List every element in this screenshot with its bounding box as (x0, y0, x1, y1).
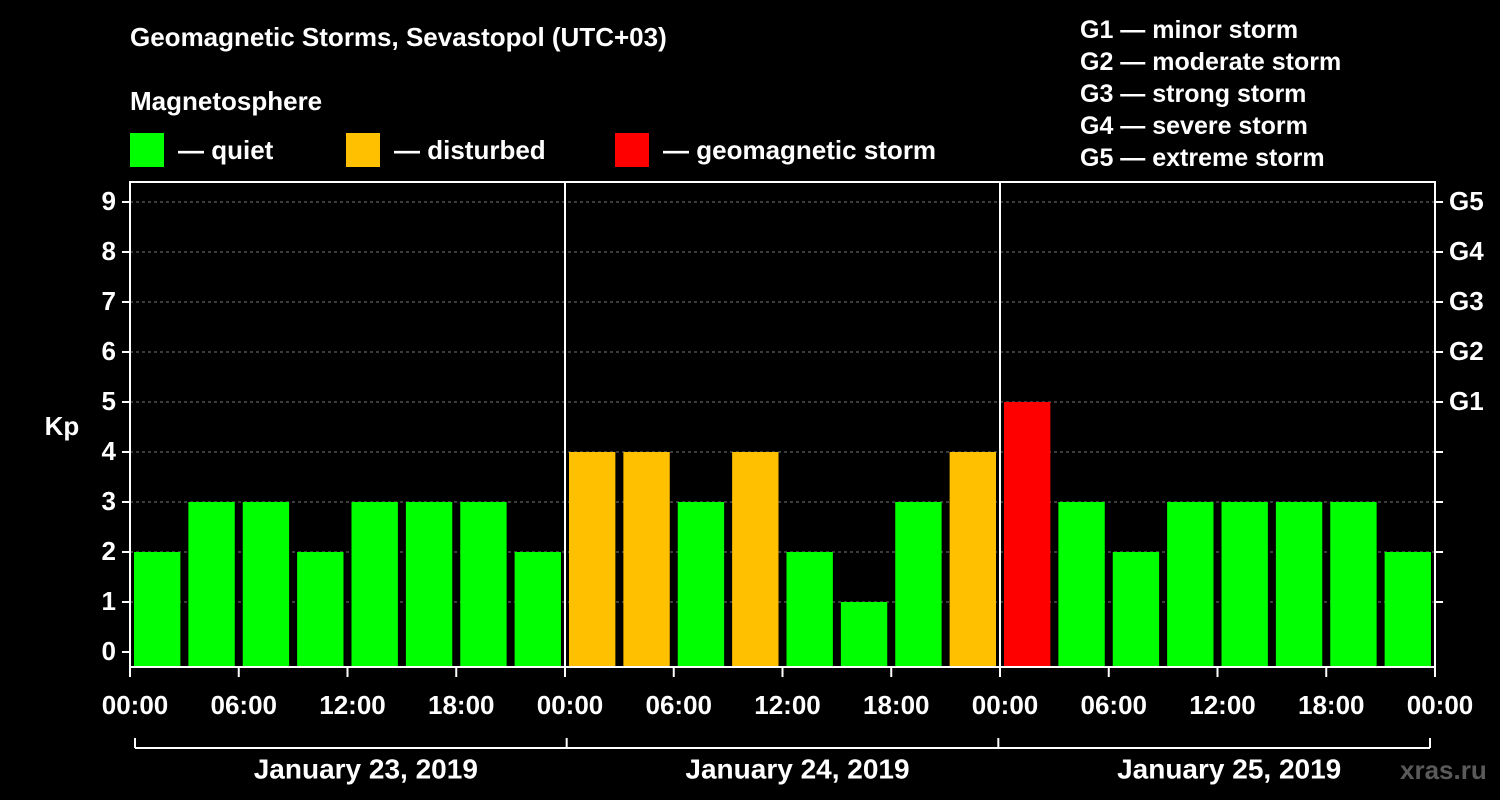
bar-22 (1330, 502, 1377, 667)
legend-label-disturbed: — disturbed (394, 134, 546, 165)
x-tick-label-7: 18:00 (863, 690, 930, 720)
y-tick-label-5: 5 (102, 386, 116, 416)
bar-8 (569, 452, 616, 667)
x-tick-label-5: 06:00 (646, 690, 713, 720)
bar-11 (732, 452, 779, 667)
bar-7 (514, 552, 561, 667)
legend-swatch-disturbed (346, 133, 380, 167)
storm-scale-g5: G5 — extreme storm (1080, 144, 1325, 172)
y-tick-label-1: 1 (102, 586, 116, 616)
x-tick-label-4: 00:00 (537, 690, 604, 720)
storm-scale-list: G1 — minor storm G2 — moderate storm G3 … (1080, 14, 1341, 174)
bar-13 (840, 602, 888, 667)
y-tick-label-9: 9 (102, 186, 116, 216)
storm-scale-g3: G3 — strong storm (1080, 80, 1307, 108)
bar-15 (949, 452, 996, 667)
y-tick-label-3: 3 (102, 486, 116, 516)
legend-storm: — geomagnetic storm (615, 132, 936, 168)
x-tick-label-3: 18:00 (428, 690, 495, 720)
x-tick-label-8: 00:00 (972, 690, 1039, 720)
storm-scale-g2: G2 — moderate storm (1080, 48, 1342, 76)
x-tick-label-11: 18:00 (1298, 690, 1365, 720)
storm-scale-g4: G4 — severe storm (1080, 112, 1308, 140)
right-tick-label-g5: G5 (1449, 186, 1484, 216)
bar-10 (677, 502, 725, 667)
right-tick-label-g3: G3 (1449, 286, 1484, 316)
legend-swatch-storm (615, 133, 649, 167)
bar-6 (460, 502, 507, 667)
right-tick-label-g4: G4 (1449, 236, 1484, 266)
y-tick-label-7: 7 (102, 286, 116, 316)
bar-19 (1167, 502, 1214, 667)
bar-2 (242, 502, 290, 667)
x-tick-label-1: 06:00 (211, 690, 278, 720)
storm-scale-g1: G1 — minor storm (1080, 16, 1299, 44)
chart-title: Geomagnetic Storms, Sevastopol (UTC+03) (130, 22, 667, 52)
legend-quiet: — quiet (130, 132, 273, 168)
y-tick-label-6: 6 (102, 336, 116, 366)
bar-16 (1004, 402, 1051, 667)
legend-disturbed: — disturbed (346, 132, 546, 168)
bar-5 (405, 502, 453, 667)
bar-1 (188, 502, 235, 667)
bar-9 (623, 452, 670, 667)
y-tick-label-8: 8 (102, 236, 116, 266)
x-tick-label-2: 12:00 (319, 690, 386, 720)
bar-12 (786, 552, 833, 667)
chart-subtitle: Magnetosphere (130, 86, 323, 116)
bar-20 (1221, 502, 1268, 667)
y-tick-label-0: 0 (102, 636, 116, 666)
x-tick-label-9: 06:00 (1081, 690, 1148, 720)
x-tick-label-6: 12:00 (754, 690, 821, 720)
y-tick-label-4: 4 (102, 436, 117, 466)
bar-14 (895, 502, 942, 667)
y-axis-label: Kp (45, 411, 80, 441)
right-tick-label-g1: G1 (1449, 386, 1484, 416)
day-label-2: January 25, 2019 (1117, 753, 1341, 784)
day-label-1: January 24, 2019 (685, 753, 909, 784)
bar-4 (351, 502, 398, 667)
day-label-0: January 23, 2019 (254, 753, 478, 784)
legend-swatch-quiet (130, 133, 164, 167)
bar-17 (1058, 502, 1105, 667)
watermark: xras.ru (1400, 755, 1487, 785)
y-tick-label-2: 2 (102, 536, 116, 566)
x-tick-label-12: 00:00 (1407, 690, 1474, 720)
legend-label-storm: — geomagnetic storm (663, 134, 937, 165)
bar-3 (297, 552, 344, 667)
bar-21 (1275, 502, 1323, 667)
legend-label-quiet: — quiet (178, 134, 274, 165)
bar-23 (1384, 552, 1431, 667)
x-tick-label-10: 12:00 (1189, 690, 1256, 720)
bar-18 (1112, 552, 1160, 667)
bar-0 (134, 552, 181, 667)
right-tick-label-g2: G2 (1449, 336, 1484, 366)
x-tick-label-0: 00:00 (102, 690, 169, 720)
